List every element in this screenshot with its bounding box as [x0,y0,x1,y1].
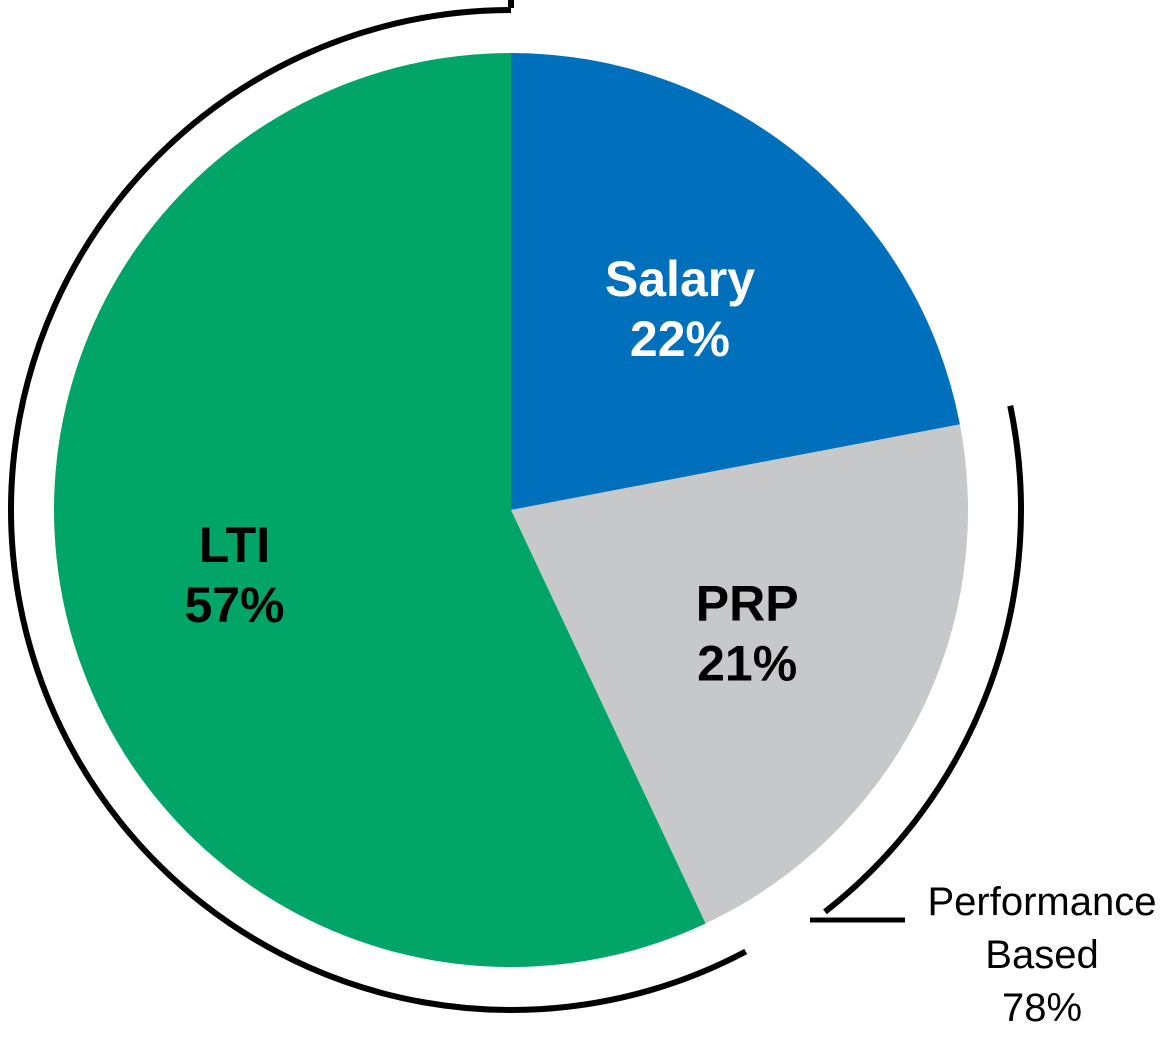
performance-based-label-line-2: Based [985,933,1098,977]
slice-label-prp: PRP [696,575,799,631]
performance-based-label-line-1: Performance [928,880,1157,924]
outer-arc-performance-based [823,405,1024,915]
slice-value-salary: 22% [630,311,730,367]
performance-based-bracket: Performance Based 78% [810,880,1156,1030]
slice-label-lti: LTI [199,517,270,573]
slice-value-lti: 57% [184,577,284,633]
slice-label-salary: Salary [605,251,755,307]
slice-value-prp: 21% [697,635,797,691]
pie-slice-prp [511,424,968,924]
pie-slice-lti [53,53,706,967]
pie-slice-salary [511,53,960,510]
pie-slices-group [53,53,968,967]
outer-arc-total [8,7,748,1013]
performance-based-value: 78% [1002,986,1082,1030]
outer-arcs-group [8,0,1024,1013]
